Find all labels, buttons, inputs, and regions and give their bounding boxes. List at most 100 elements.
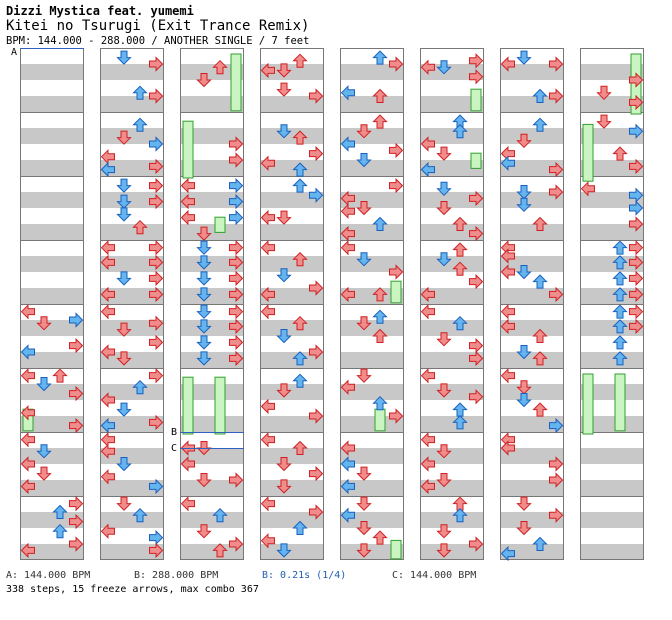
step-arrow	[69, 337, 84, 354]
beat-stripe	[500, 416, 564, 432]
chart-column	[500, 48, 564, 560]
step-arrow	[420, 431, 435, 448]
step-arrow	[196, 304, 212, 319]
step-arrow	[20, 431, 35, 448]
step-arrow	[340, 203, 355, 219]
freeze-arrow	[582, 123, 594, 182]
step-arrow	[469, 273, 484, 290]
step-arrow	[229, 536, 244, 552]
step-arrow	[149, 193, 164, 210]
step-arrow	[276, 268, 292, 283]
beat-stripe	[420, 64, 484, 80]
freeze-arrow	[390, 280, 402, 304]
step-arrow	[500, 318, 515, 335]
step-arrow	[580, 181, 595, 197]
beat-stripe	[20, 512, 84, 528]
beat-stripe	[340, 256, 404, 272]
step-arrow	[356, 543, 372, 558]
beat-stripe	[500, 256, 564, 272]
step-arrow	[149, 478, 164, 495]
step-arrow	[180, 193, 195, 210]
step-arrow	[196, 351, 212, 366]
beat-stripe	[580, 448, 644, 464]
beat-stripe	[180, 64, 244, 80]
step-arrow	[260, 431, 275, 448]
step-arrow	[612, 271, 628, 286]
step-arrow	[69, 312, 84, 328]
step-arrow	[149, 315, 164, 331]
step-arrow	[69, 495, 84, 512]
step-arrow	[549, 472, 564, 488]
beat-stripe	[20, 64, 84, 80]
beat-stripe	[20, 384, 84, 400]
beat-stripe	[420, 224, 484, 240]
beat-stripe	[420, 544, 484, 560]
step-arrow	[116, 194, 132, 209]
beat-stripe	[180, 544, 244, 560]
step-arrow	[532, 216, 548, 231]
step-arrow	[356, 153, 372, 168]
step-arrow	[420, 136, 435, 152]
step-arrow	[372, 395, 388, 411]
beat-stripe	[260, 192, 324, 208]
step-arrow	[292, 251, 308, 267]
beat-stripe	[260, 512, 324, 528]
beat-stripe	[580, 128, 644, 144]
beat-stripe	[100, 288, 164, 304]
beat-stripe	[20, 96, 84, 112]
beat-stripe	[500, 160, 564, 176]
step-arrow	[500, 56, 515, 72]
beat-stripe	[180, 448, 244, 464]
step-arrow	[309, 408, 324, 424]
freeze-arrow	[214, 376, 226, 435]
beat-stripe	[580, 288, 644, 304]
step-arrow	[356, 316, 372, 331]
step-arrow	[260, 303, 275, 320]
freeze-arrow	[374, 408, 386, 432]
step-arrow	[612, 351, 628, 366]
step-arrow	[132, 117, 148, 132]
beat-stripe	[100, 160, 164, 176]
beat-stripe	[260, 224, 324, 240]
step-arrow	[116, 207, 132, 222]
beat-stripe	[580, 384, 644, 400]
song-title: Kitei no Tsurugi (Exit Trance Remix)	[6, 18, 310, 34]
step-arrow	[469, 53, 484, 69]
beat-stripe	[340, 384, 404, 400]
step-arrow	[196, 271, 212, 286]
step-arrow	[356, 521, 372, 536]
step-arrow	[229, 239, 244, 256]
step-arrow	[389, 56, 404, 72]
step-arrow	[20, 344, 35, 360]
step-arrow	[532, 402, 548, 417]
step-arrow	[69, 385, 84, 402]
step-arrow	[436, 181, 452, 197]
beat-stripe	[580, 320, 644, 336]
step-arrow	[436, 473, 452, 488]
step-arrow	[229, 270, 244, 287]
step-arrow	[596, 114, 612, 129]
beat-stripe	[500, 192, 564, 208]
beat-stripe	[100, 416, 164, 432]
step-arrow	[340, 85, 355, 101]
beat-stripe	[180, 384, 244, 400]
step-arrow	[436, 383, 452, 398]
step-arrow	[549, 161, 564, 178]
step-arrow	[372, 530, 388, 545]
step-arrow	[132, 219, 148, 235]
step-arrow	[196, 319, 212, 334]
step-arrow	[309, 280, 324, 296]
beat-stripe	[260, 352, 324, 368]
beat-stripe	[180, 512, 244, 528]
beat-stripe	[340, 128, 404, 144]
step-arrow	[612, 255, 628, 270]
beat-stripe	[340, 352, 404, 368]
step-arrow	[389, 177, 404, 194]
step-arrow	[372, 287, 388, 302]
beat-stripe	[340, 320, 404, 336]
step-arrow	[149, 414, 164, 431]
bpm-a-legend: A: 144.000 BPM	[6, 570, 91, 581]
beat-stripe	[340, 480, 404, 496]
beat-stripe	[500, 96, 564, 112]
step-arrow	[469, 350, 484, 367]
